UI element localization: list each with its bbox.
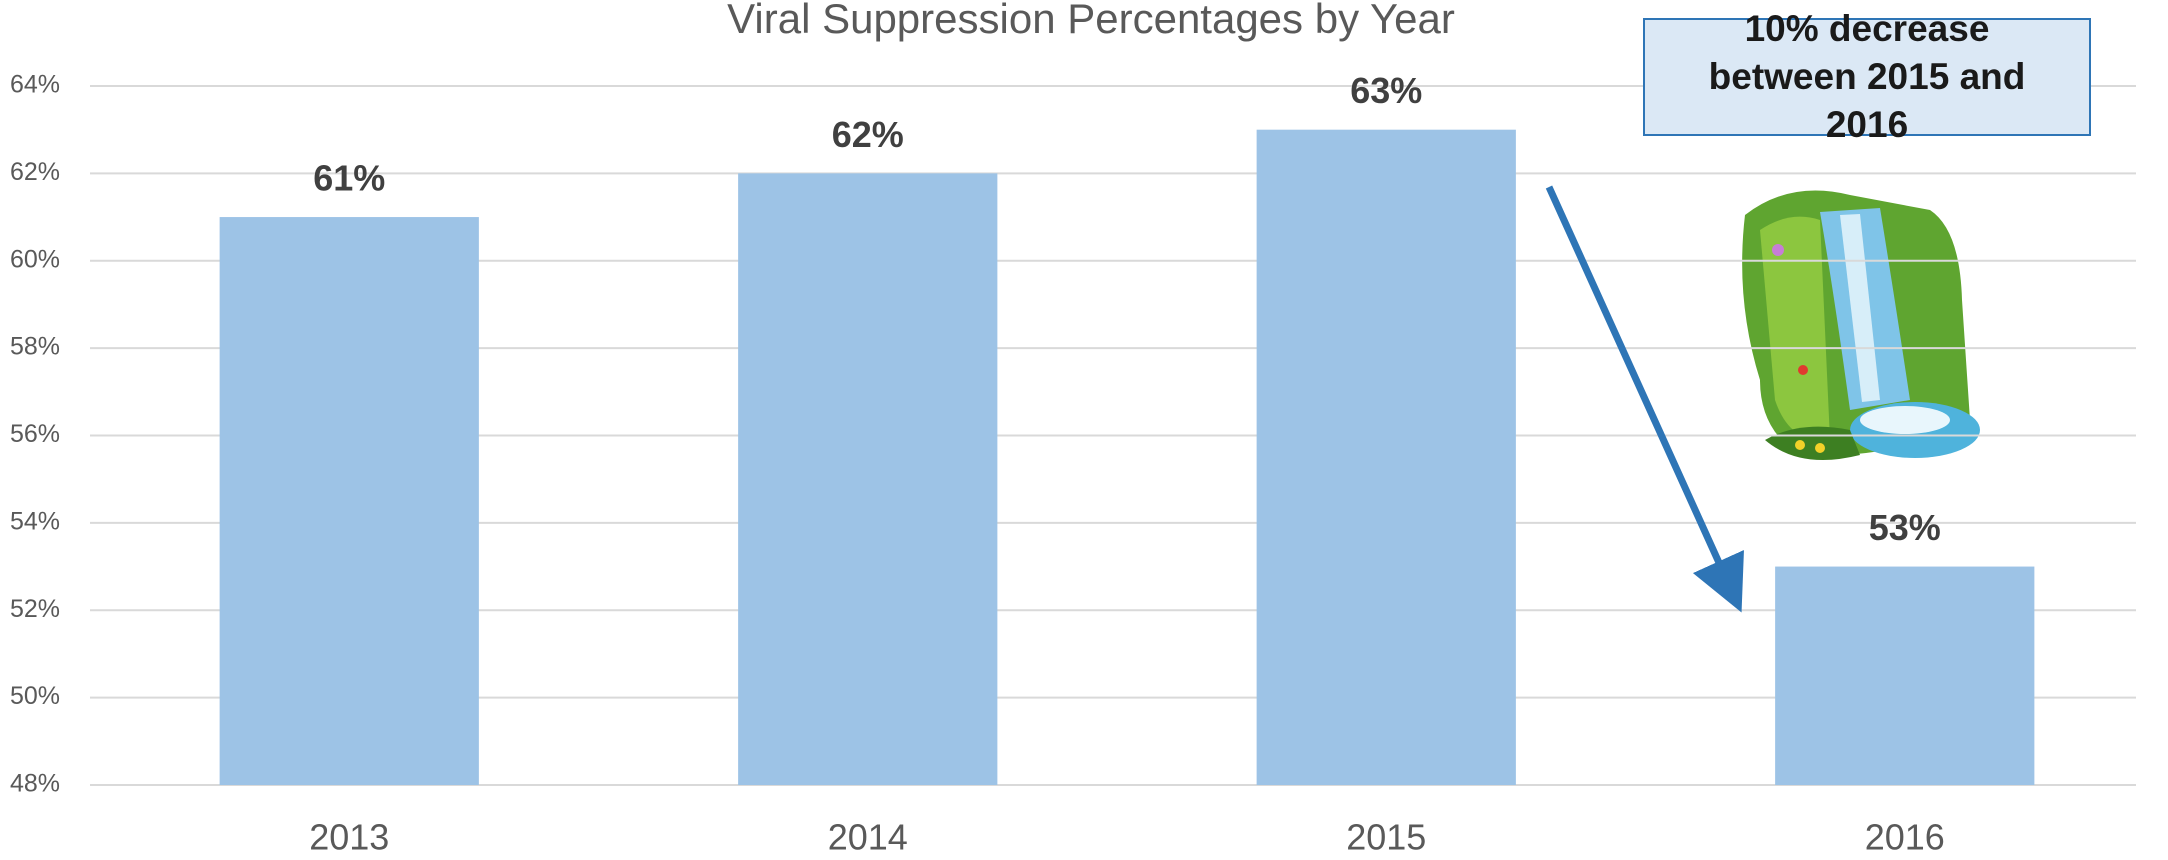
value-label: 53% <box>1869 507 1941 548</box>
x-tick-label: 2016 <box>1865 817 1945 858</box>
value-label: 62% <box>832 114 904 155</box>
x-tick-label: 2013 <box>309 817 389 858</box>
waterfall-illustration <box>1742 191 1980 461</box>
bar <box>738 173 997 785</box>
y-tick-label: 52% <box>10 595 60 623</box>
y-tick-label: 54% <box>10 507 60 535</box>
y-tick-label: 62% <box>10 158 60 186</box>
bar <box>1257 130 1516 785</box>
annotation-box: 10% decrease between 2015 and 2016 <box>1643 18 2091 136</box>
value-label: 61% <box>313 158 385 199</box>
bar <box>1775 567 2034 785</box>
y-tick-label: 64% <box>10 71 60 99</box>
x-tick-label: 2014 <box>828 817 908 858</box>
bar <box>220 217 479 785</box>
value-label: 63% <box>1350 70 1422 111</box>
chart-title: Viral Suppression Percentages by Year <box>727 0 1455 42</box>
page: Viral Suppression Percentages by Year 48… <box>0 0 2168 860</box>
y-tick-label: 50% <box>10 682 60 710</box>
y-tick-label: 48% <box>10 770 60 798</box>
y-tick-label: 58% <box>10 333 60 361</box>
decrease-arrow <box>1549 187 1730 587</box>
y-tick-label: 60% <box>10 245 60 273</box>
x-tick-label: 2015 <box>1346 817 1426 858</box>
y-tick-label: 56% <box>10 420 60 448</box>
